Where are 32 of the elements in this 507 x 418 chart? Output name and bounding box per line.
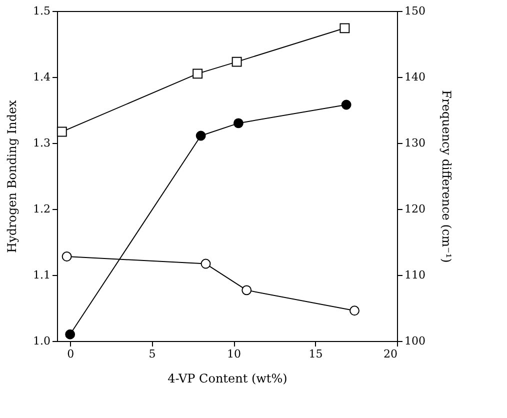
x-axis-title: 4-VP Content (wt%) [168,372,288,386]
x-tick-label: 5 [148,348,156,360]
y-tick-label: 1.4 [33,70,50,84]
y2-tick-label: 140 [404,70,426,84]
y-tick-label: 1.1 [33,268,50,282]
y-tick-label: 1.3 [33,136,50,150]
point [233,118,244,128]
point [200,258,211,269]
x-tick-label: 0 [67,348,74,360]
y2-tick-label: 130 [404,136,426,150]
y2-tick-label: 100 [404,334,426,348]
point [62,252,72,262]
y2-axis-title: Frequency difference (cm⁻¹) [439,90,454,263]
point [232,56,242,67]
point [340,23,350,34]
point [192,68,203,79]
y-tick-label: 1.2 [33,202,50,216]
point [196,130,206,141]
point [65,329,76,340]
y2-tick-label: 110 [404,268,426,282]
y-tick-label: 1.0 [33,334,50,348]
y-axis-title: Hydrogen Bonding Index [5,100,20,253]
y2-tick-label: 150 [404,4,426,18]
y2-tick-label: 120 [404,202,426,216]
x-tick-label: 20 [384,348,398,360]
point [56,126,67,137]
point [341,100,352,110]
point [242,285,252,296]
x-tick-label: 10 [227,348,242,360]
x-tick-label: 15 [308,348,323,360]
y-tick-label: 1.5 [33,4,50,18]
point [350,306,360,316]
